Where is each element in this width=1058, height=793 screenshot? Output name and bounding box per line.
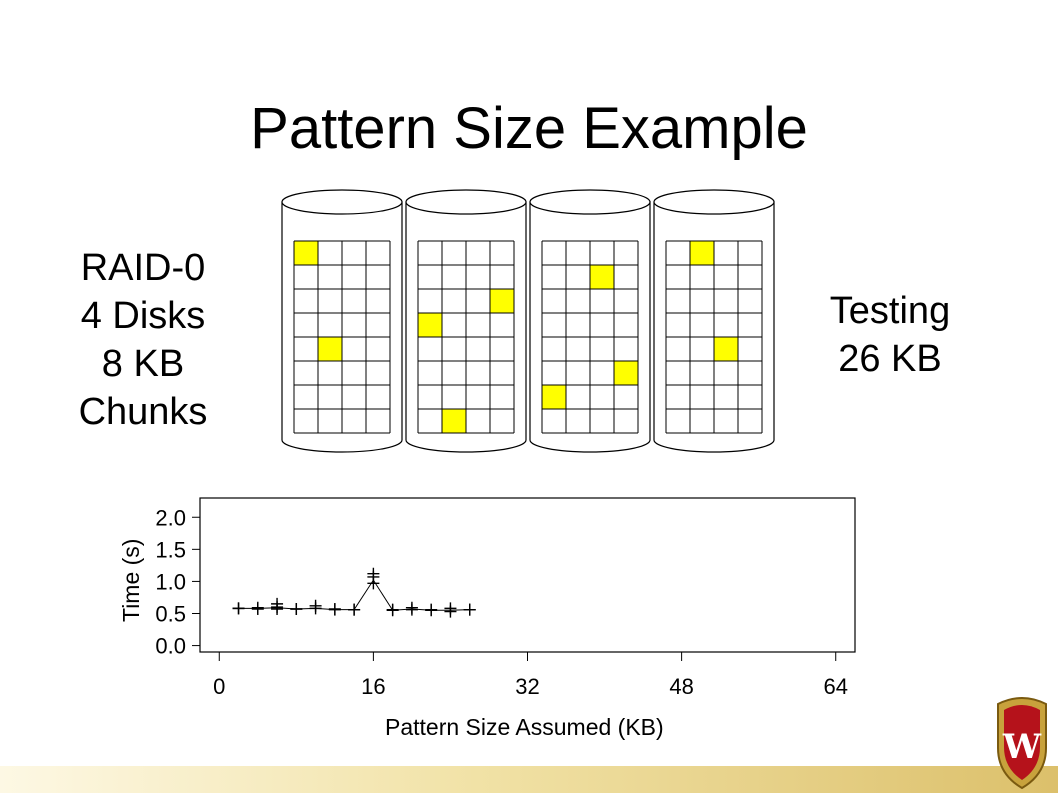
crest-letter: W bbox=[1002, 727, 1042, 767]
data-point bbox=[328, 603, 341, 616]
highlighted-chunk bbox=[590, 265, 614, 289]
testing-text: Testing bbox=[829, 290, 951, 332]
data-point bbox=[405, 601, 418, 614]
data-point bbox=[271, 597, 284, 610]
highlighted-chunk bbox=[714, 337, 738, 361]
x-tick-label: 16 bbox=[361, 674, 385, 699]
testing-size-text: 26 KB bbox=[838, 338, 942, 380]
y-tick-label: 1.0 bbox=[155, 569, 186, 594]
highlighted-chunk bbox=[418, 313, 442, 337]
university-crest-logo: W bbox=[997, 697, 1047, 790]
data-point bbox=[463, 603, 476, 616]
disk-2 bbox=[405, 189, 527, 453]
slide-title: Pattern Size Example bbox=[250, 96, 808, 161]
plot-marks bbox=[232, 567, 476, 618]
data-point bbox=[425, 603, 438, 616]
disk-3 bbox=[529, 189, 651, 453]
data-point bbox=[367, 577, 380, 590]
highlighted-chunk bbox=[442, 409, 466, 433]
x-tick-label: 48 bbox=[669, 674, 693, 699]
disk-top bbox=[281, 189, 403, 215]
footer-bar bbox=[0, 766, 1058, 793]
raid-level-text: RAID-0 bbox=[80, 247, 206, 289]
chunks-text: Chunks bbox=[78, 391, 208, 433]
x-axis: 0 16 32 48 64 bbox=[213, 652, 848, 699]
chunk-size-text: 8 KB bbox=[101, 343, 185, 385]
data-point bbox=[290, 603, 303, 616]
data-point bbox=[309, 599, 322, 612]
y-tick-label: 2.0 bbox=[155, 505, 186, 530]
y-axis-label: Time (s) bbox=[118, 539, 144, 622]
y-tick-label: 0.0 bbox=[155, 634, 186, 659]
disk-count-text: 4 Disks bbox=[80, 295, 206, 337]
disk-top bbox=[653, 189, 775, 215]
x-tick-label: 64 bbox=[823, 674, 847, 699]
disk-top bbox=[529, 189, 651, 215]
highlighted-chunk bbox=[542, 385, 566, 409]
disk-1 bbox=[281, 189, 403, 453]
data-point bbox=[386, 603, 399, 616]
disk-4 bbox=[653, 189, 775, 453]
y-tick-label: 1.5 bbox=[155, 537, 186, 562]
testing-label: Testing 26 KB bbox=[790, 287, 990, 383]
highlighted-chunk bbox=[614, 361, 638, 385]
data-point bbox=[232, 602, 245, 615]
data-point bbox=[348, 603, 361, 616]
x-axis-label: Pattern Size Assumed (KB) bbox=[385, 714, 664, 740]
pattern-size-chart: 0.0 0.5 1.0 1.5 2.0 0 16 32 48 64 Pattern Size A… bbox=[118, 497, 856, 740]
disk-top bbox=[405, 189, 527, 215]
x-tick-label: 0 bbox=[213, 674, 225, 699]
x-tick-label: 32 bbox=[515, 674, 539, 699]
highlighted-chunk bbox=[490, 289, 514, 313]
y-axis: 0.0 0.5 1.0 1.5 2.0 bbox=[155, 505, 200, 659]
data-point bbox=[251, 601, 264, 614]
plot-frame bbox=[199, 497, 856, 653]
highlighted-chunk bbox=[294, 241, 318, 265]
disk-array bbox=[281, 189, 775, 453]
y-tick-label: 0.5 bbox=[155, 602, 186, 627]
highlighted-chunk bbox=[690, 241, 714, 265]
data-point bbox=[444, 602, 457, 615]
highlighted-chunk bbox=[318, 337, 342, 361]
raid-config-label: RAID-0 4 Disks 8 KB Chunks bbox=[48, 244, 238, 436]
